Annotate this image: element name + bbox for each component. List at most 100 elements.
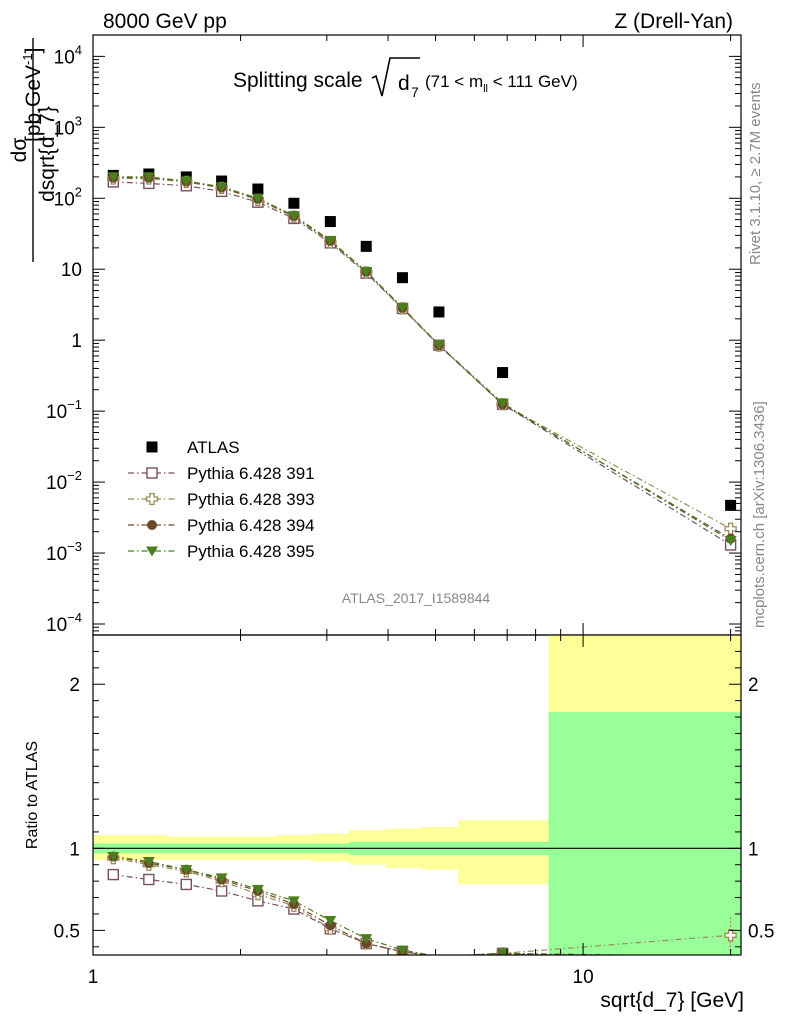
- atlas-point: [252, 183, 264, 195]
- pythia-6-428-395-ratio-point: [496, 948, 509, 955]
- atlas-point: [216, 175, 228, 187]
- pythia-6-428-395-line: [113, 176, 731, 542]
- header-left: 8000 GeV pp: [103, 10, 227, 33]
- y-tick-base: 10: [61, 260, 82, 281]
- ylabel-unit-pre: [pb,GeV: [22, 65, 45, 142]
- x-tick-label: 10: [573, 967, 594, 988]
- ratio-y-tick-label-right: 2: [748, 675, 759, 696]
- atlas-point: [288, 197, 300, 209]
- pythia-6-428-395-ratio-point: [180, 865, 193, 876]
- pythia-6-428-395-point: [287, 211, 300, 222]
- pythia-6-428-395-ratio-line: [113, 855, 581, 955]
- rivet-label: Rivet 3.1.10, ≥ 2.7M events: [747, 83, 764, 266]
- y-tick-exponent: −1: [67, 397, 82, 412]
- y-tick-exponent: 3: [75, 113, 82, 128]
- pythia-6-428-395-ratio-point: [107, 852, 120, 863]
- main-series: [107, 168, 737, 551]
- plot-title: Splitting scale d 7 (71 < mll < 111 GeV): [233, 57, 578, 100]
- pythia-6-428-395-ratio-point: [287, 896, 300, 907]
- atlas-legend-marker: [146, 441, 158, 453]
- pythia-6-428-393-ratio-point: [724, 929, 737, 942]
- pythia-6-428-395-point: [724, 536, 737, 547]
- mcplots-label: mcplots.cern.ch [arXiv:1306.3436]: [751, 401, 768, 628]
- pythia-6-428-395-point: [324, 235, 337, 246]
- title-range-end: < 111 GeV): [488, 72, 578, 91]
- pythia-6-428-395-ratio-point: [142, 856, 155, 867]
- y-tick-base: 10: [46, 402, 67, 423]
- y-tick-base: 10: [46, 615, 67, 636]
- y-tick-base: 10: [54, 47, 75, 68]
- pythia-6-428-395-point: [142, 172, 155, 183]
- pythia-6-428-391-ratio-line: [113, 873, 542, 955]
- atlas-point: [360, 240, 372, 252]
- header-right: Z (Drell-Yan): [614, 10, 733, 33]
- y-tick-exponent: −3: [67, 539, 82, 554]
- title-range-sub: ll: [483, 83, 488, 95]
- ylabel-denominator: dsqrt{d_7}: [36, 106, 59, 202]
- y-tick-label: 1: [71, 331, 82, 352]
- pythia-6-428-395-ratio-point: [324, 916, 337, 927]
- ratio-frame: [92, 634, 742, 956]
- y-tick-base: 10: [46, 544, 67, 565]
- ylabel-unit-exp: -1: [20, 53, 35, 65]
- ratio-y-tick-label: 2: [69, 675, 80, 696]
- pythia-6-428-395-ratio-point: [396, 945, 409, 955]
- title-symbol: d: [398, 72, 410, 95]
- y-tick-exponent: −2: [67, 468, 82, 483]
- sqrt-sign-icon: [371, 57, 420, 97]
- atlas-point: [497, 367, 509, 379]
- atlas-point: [725, 499, 737, 511]
- ylabel-unit-post: ]: [22, 48, 45, 54]
- ratio-panel: 0.5 0.5 1 1 2 2 1 10: [54, 634, 774, 988]
- uncertainty-band-inner: [548, 712, 741, 955]
- pythia-6-428-391-legend-label: Pythia 6.428 391: [187, 464, 315, 483]
- y-tick-label: 10: [61, 260, 82, 281]
- y-tick-base: 10: [46, 473, 67, 494]
- pythia-6-428-394-legend-marker: [147, 520, 157, 530]
- title-range-text: (71 < m: [425, 72, 483, 91]
- title-subscript: 7: [411, 84, 419, 100]
- pythia-6-428-395-point: [251, 193, 264, 204]
- atlas-point: [433, 306, 445, 318]
- pythia-6-428-395-point: [360, 266, 373, 277]
- pythia-6-428-395-ratio-point: [251, 884, 264, 895]
- pythia-6-428-393-ratio-line: [113, 857, 731, 955]
- pythia-6-428-395-ratio-point: [360, 934, 373, 945]
- pythia-6-428-395-point: [396, 302, 409, 313]
- pythia-6-428-395-point: [180, 176, 193, 187]
- title-range: (71 < mll < 111 GeV): [425, 72, 578, 95]
- pythia-6-428-395-legend-label: Pythia 6.428 395: [187, 542, 315, 561]
- atlas-point: [324, 216, 336, 228]
- y-tick-label: 10−3: [46, 539, 82, 565]
- pythia-6-428-395-point: [432, 340, 445, 351]
- pythia-6-428-391-ratio-point: [215, 885, 228, 897]
- y-tick-base: 10: [54, 189, 75, 210]
- x-axis-label: sqrt{d_7} [GeV]: [600, 989, 744, 1012]
- pythia-6-428-395-point: [107, 172, 120, 183]
- pythia-6-428-395-legend-marker: [146, 546, 158, 557]
- y-tick-exponent: −4: [67, 610, 82, 625]
- ylabel-numerator: dσ: [8, 138, 31, 163]
- atlas-point: [396, 272, 408, 284]
- ratio-y-tick-label: 1: [69, 839, 80, 860]
- pythia-6-428-393-legend-marker: [145, 492, 159, 506]
- pythia-6-428-395-point: [496, 398, 509, 409]
- pythia-6-428-393-legend-label: Pythia 6.428 393: [187, 490, 315, 509]
- y-tick-label: 10−4: [46, 610, 82, 636]
- ratio-y-label: Ratio to ATLAS: [24, 741, 41, 849]
- ratio-y-tick-label-right: 0.5: [748, 921, 774, 942]
- y-axis-label: dσ dsqrt{d_7} [pb,GeV-1]: [8, 38, 59, 262]
- pythia-6-428-391-ratio-point: [107, 868, 119, 881]
- y-tick-exponent: 2: [75, 184, 82, 199]
- main-panel: 10−410−310−210−1110102103104ATLASPythia …: [46, 34, 742, 636]
- ratio-content: [93, 635, 741, 955]
- ylabel-unit: [pb,GeV-1]: [20, 48, 45, 142]
- pythia-6-428-395-point: [215, 182, 228, 193]
- pythia-6-428-391-legend-marker: [146, 467, 158, 479]
- y-tick-label: 103: [54, 113, 82, 139]
- ratio-y-tick-label: 0.5: [54, 921, 80, 942]
- pythia-6-428-395-ratio-point: [215, 873, 228, 884]
- legend: ATLAS Pythia 6.428 391 Pythia 6.428 393 Pyt…: [128, 438, 315, 561]
- pythia-6-428-393-point: [724, 522, 737, 535]
